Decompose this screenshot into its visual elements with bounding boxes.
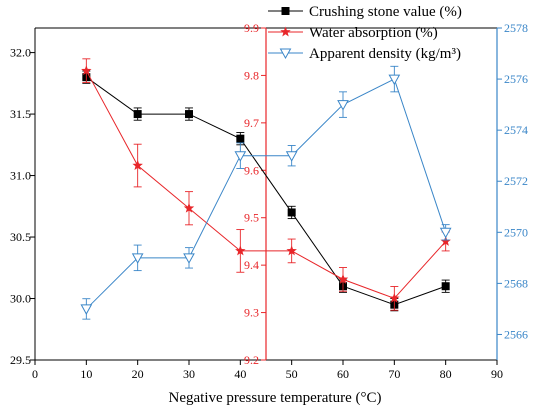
left-y-tick-label: 32.0 [10, 46, 31, 60]
right-y-tick-label: 2566 [504, 327, 528, 341]
x-tick-label: 40 [234, 367, 246, 381]
mid-y-tick-label: 9.5 [244, 211, 259, 225]
x-tick-label: 50 [286, 367, 298, 381]
plot-area [34, 27, 498, 361]
legend-marker [279, 48, 292, 60]
data-point [337, 273, 349, 284]
x-tick-label: 20 [132, 367, 144, 381]
data-point [131, 253, 144, 264]
data-point [388, 74, 401, 86]
data-point [185, 110, 193, 119]
data-point [285, 151, 298, 162]
data-point [234, 151, 247, 162]
data-point [441, 282, 450, 291]
legend-marker [281, 7, 290, 15]
data-point [389, 292, 400, 303]
data-point [183, 253, 195, 264]
x-tick-label: 70 [388, 367, 400, 381]
right-y-tick-label: 2572 [504, 174, 528, 188]
right-y-tick-label: 2568 [504, 276, 528, 290]
data-point [80, 304, 93, 315]
series-line [86, 76, 446, 306]
data-point [439, 227, 452, 239]
x-tick-label: 90 [491, 367, 503, 381]
left-y-tick-label: 30.0 [10, 292, 31, 306]
series-layer [80, 58, 452, 320]
mid-y-tick-label: 9.2 [244, 353, 259, 367]
data-point [81, 65, 92, 76]
right-y-tick-label: 2574 [504, 123, 528, 137]
legend-label: Apparent density (kg/m³) [309, 46, 461, 62]
data-point [236, 134, 245, 143]
x-tick-label: 30 [183, 367, 195, 381]
data-point [235, 245, 246, 256]
mid-y-tick-label: 9.9 [244, 21, 259, 35]
data-point [337, 100, 349, 111]
mid-y-tick-label: 9.6 [244, 163, 259, 177]
mid-y-tick-label: 9.7 [244, 116, 259, 130]
series-line [85, 70, 447, 299]
data-point [287, 208, 296, 217]
x-tick-label: 0 [32, 367, 38, 381]
left-y-tick-label: 31.0 [10, 169, 31, 183]
series-3 [80, 65, 452, 320]
mid-y-tick-label: 9.8 [244, 68, 259, 82]
x-tick-label: 10 [80, 367, 92, 381]
right-y-tick-label: 2578 [504, 21, 528, 35]
legend-label: Crushing stone value (%) [309, 4, 462, 20]
right-y-tick-label: 2576 [504, 72, 528, 86]
right-y-tick-label: 2570 [504, 225, 528, 239]
left-y-tick-label: 30.5 [10, 230, 31, 244]
legend-marker [280, 26, 291, 37]
data-point [132, 160, 143, 170]
left-y-tick-label: 31.5 [10, 107, 31, 121]
mid-y-tick-label: 9.4 [244, 258, 259, 272]
axes: 0 10 20 30 40 50 60 70 80 90 29.5 30.0 30.5 31.0 31.5 3… [10, 21, 528, 381]
data-point [183, 202, 195, 213]
x-axis-title: Negative pressure temperature (°C) [169, 390, 382, 406]
data-point [440, 235, 451, 246]
series-line [85, 78, 447, 310]
left-y-tick-label: 29.5 [10, 353, 31, 367]
x-tick-label: 80 [440, 367, 452, 381]
data-point [133, 110, 142, 119]
data-point [286, 245, 297, 256]
legend-label: Water absorption (%) [309, 25, 438, 41]
legend: Crushing stone value (%) Water absorption… [268, 4, 462, 62]
mid-y-tick-label: 9.3 [244, 306, 259, 320]
x-tick-label: 60 [337, 367, 349, 381]
